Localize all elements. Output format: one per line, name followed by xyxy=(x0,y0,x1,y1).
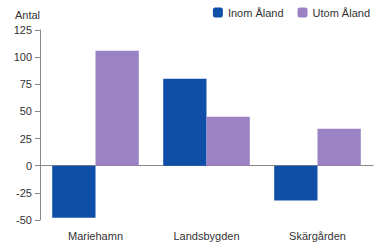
svg-text:100: 100 xyxy=(14,51,32,63)
svg-text:125: 125 xyxy=(14,24,32,36)
svg-text:Inom Åland: Inom Åland xyxy=(228,7,284,19)
svg-text:-25: -25 xyxy=(16,187,32,199)
svg-text:Antal: Antal xyxy=(15,9,40,21)
svg-text:Landsbygden: Landsbygden xyxy=(173,230,239,242)
svg-text:0: 0 xyxy=(26,160,32,172)
svg-text:Utom Åland: Utom Åland xyxy=(313,7,370,19)
svg-text:75: 75 xyxy=(20,78,32,90)
svg-text:Skärgården: Skärgården xyxy=(289,230,346,242)
svg-text:-50: -50 xyxy=(16,214,32,226)
svg-text:Mariehamn: Mariehamn xyxy=(68,230,123,242)
svg-text:50: 50 xyxy=(20,105,32,117)
svg-text:25: 25 xyxy=(20,133,32,145)
